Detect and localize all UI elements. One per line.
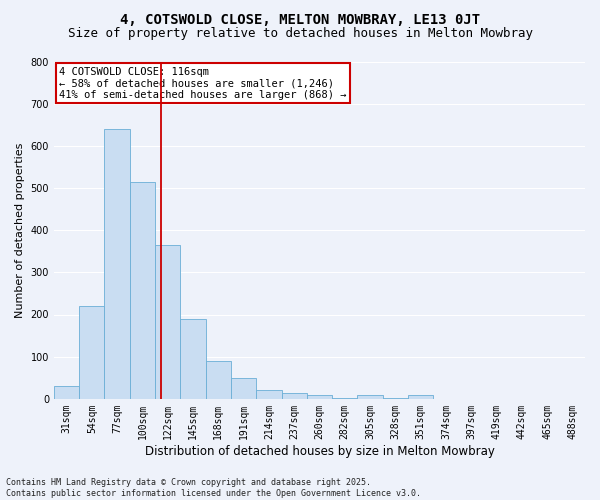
Bar [408, 396, 433, 399]
Bar [281, 392, 307, 399]
Bar [181, 318, 206, 399]
Bar [256, 390, 281, 399]
Text: 4 COTSWOLD CLOSE: 116sqm
← 58% of detached houses are smaller (1,246)
41% of sem: 4 COTSWOLD CLOSE: 116sqm ← 58% of detach… [59, 66, 347, 100]
Text: Contains HM Land Registry data © Crown copyright and database right 2025.
Contai: Contains HM Land Registry data © Crown c… [6, 478, 421, 498]
Bar [130, 182, 155, 399]
Bar [307, 396, 332, 399]
Bar [79, 306, 104, 399]
Bar [332, 398, 358, 399]
Bar [155, 245, 181, 399]
Y-axis label: Number of detached properties: Number of detached properties [15, 142, 25, 318]
X-axis label: Distribution of detached houses by size in Melton Mowbray: Distribution of detached houses by size … [145, 444, 494, 458]
Bar [358, 396, 383, 399]
Bar [54, 386, 79, 399]
Text: Size of property relative to detached houses in Melton Mowbray: Size of property relative to detached ho… [67, 28, 533, 40]
Bar [104, 129, 130, 399]
Text: 4, COTSWOLD CLOSE, MELTON MOWBRAY, LE13 0JT: 4, COTSWOLD CLOSE, MELTON MOWBRAY, LE13 … [120, 12, 480, 26]
Bar [231, 378, 256, 399]
Bar [383, 398, 408, 399]
Bar [206, 361, 231, 399]
